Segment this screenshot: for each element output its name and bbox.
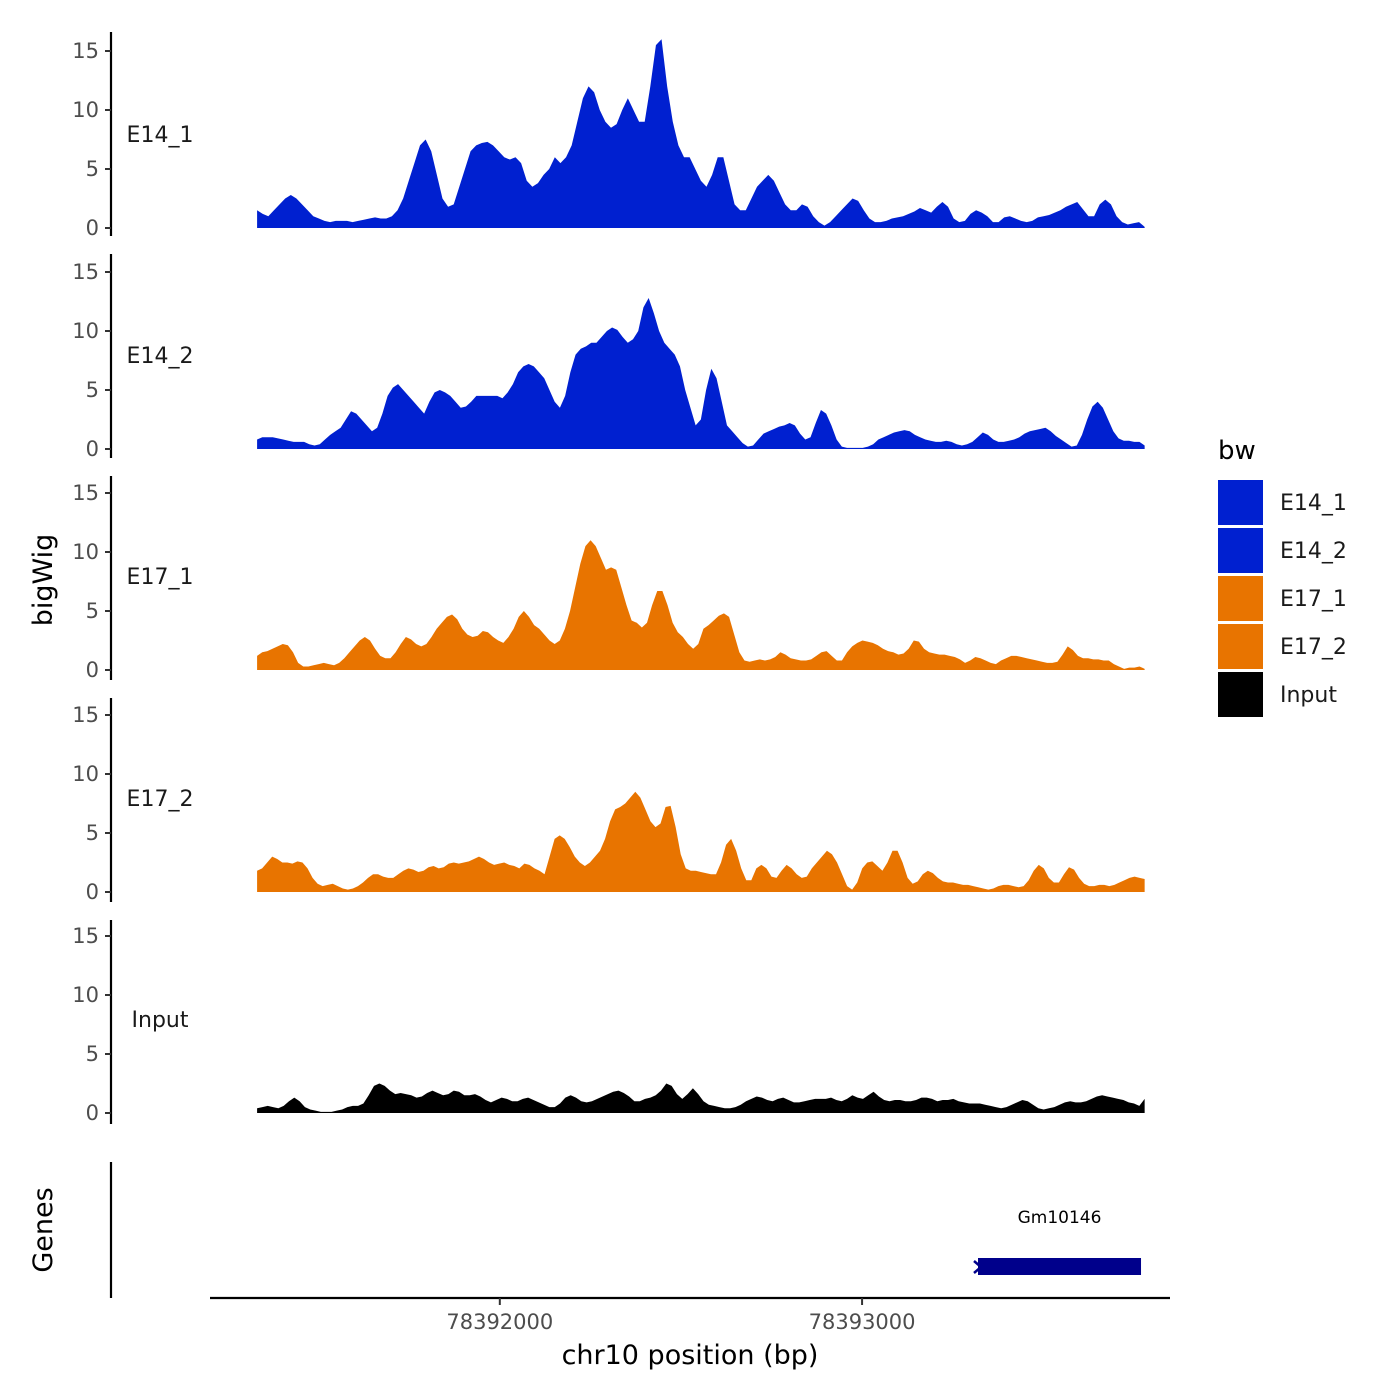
genes-panel: Genes Gm10146 [28,1162,1142,1298]
y-tick-label: 0 [86,880,99,904]
gene-Gm10146: Gm10146 [973,1208,1142,1275]
legend-items: E14_1 E14_2 E17_1 E17_2 Input [1218,480,1347,717]
y-tick-label: 10 [72,98,99,122]
y-tick-label: 10 [72,983,99,1007]
y-tick-label: 10 [72,319,99,343]
y-tick-label: 5 [86,1042,99,1066]
y-tick-label: 0 [86,216,99,240]
y-tick-label: 15 [72,703,99,727]
signal-area-E14_2 [257,297,1145,449]
y-tick-label: 0 [86,1101,99,1125]
bigwig-tracks: 0 5 10 15 E14_1 0 5 10 15 E14_2 0 5 10 15 E17_1 0 5 10 15 E… [72,32,1145,1125]
legend-swatch [1218,480,1263,525]
legend-swatch [1218,624,1263,669]
y-tick-label: 10 [72,540,99,564]
signal-area-E17_2 [257,791,1145,892]
track-E17_2: 0 5 10 15 E17_2 [72,698,1145,904]
y-tick-label: 15 [72,39,99,63]
strand-arrow-icon [973,1260,983,1274]
legend-swatch [1218,576,1263,621]
x-ticks: 78392000 78393000 [446,1298,916,1334]
x-tick-label: 78392000 [446,1310,553,1334]
legend-item-E17_1: E17_1 [1218,576,1347,621]
y-tick-label: 15 [72,924,99,948]
track-label-Input: Input [132,1008,189,1033]
legend-swatch [1218,672,1263,717]
gene-marks: Gm10146 [973,1208,1142,1275]
legend-label: E17_2 [1280,635,1347,660]
signal-area-Input [257,1083,1145,1113]
track-E14_2: 0 5 10 15 E14_2 [72,254,1145,461]
track-label-E17_1: E17_1 [127,565,194,590]
y-tick-label: 5 [86,821,99,845]
legend-label: E17_1 [1280,587,1347,612]
y-tick-label: 5 [86,157,99,181]
legend-swatch [1218,528,1263,573]
legend: bw E14_1 E14_2 E17_1 E17_2 Input [1218,436,1347,717]
track-Input: 0 5 10 15 Input [72,920,1145,1125]
y-tick-label: 0 [86,437,99,461]
track-label-E14_1: E14_1 [127,123,194,148]
legend-item-E14_1: E14_1 [1218,480,1347,525]
track-label-E14_2: E14_2 [127,344,194,369]
gene-body [978,1258,1142,1275]
legend-item-Input: Input [1218,672,1337,717]
y-tick-label: 15 [72,260,99,284]
track-label-E17_2: E17_2 [127,787,194,812]
genes-axis-title: Genes [28,1187,59,1272]
x-tick-label: 78393000 [809,1310,916,1334]
y-tick-label: 15 [72,481,99,505]
track-E14_1: 0 5 10 15 E14_1 [72,32,1145,240]
x-axis-title: chr10 position (bp) [562,1340,819,1371]
signal-area-E17_1 [257,540,1145,670]
legend-label: Input [1280,683,1337,708]
y-tick-label: 5 [86,378,99,402]
y-tick-label: 5 [86,599,99,623]
y-tick-label: 0 [86,658,99,682]
legend-item-E17_2: E17_2 [1218,624,1347,669]
track-E17_1: 0 5 10 15 E17_1 [72,476,1145,682]
gene-label: Gm10146 [1018,1208,1102,1228]
y-axis-title: bigWig [28,534,59,627]
legend-label: E14_2 [1280,539,1347,564]
x-axis: 78392000 78393000 chr10 position (bp) [210,1296,1170,1371]
signal-area-E14_1 [257,39,1145,229]
legend-title: bw [1218,436,1256,466]
y-tick-label: 10 [72,762,99,786]
legend-item-E14_2: E14_2 [1218,528,1347,573]
legend-label: E14_1 [1280,491,1347,516]
